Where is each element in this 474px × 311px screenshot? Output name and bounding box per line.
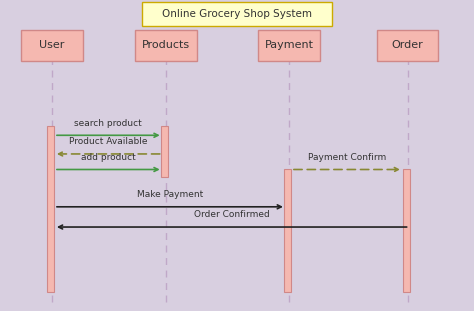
FancyBboxPatch shape	[403, 169, 410, 292]
FancyBboxPatch shape	[47, 126, 54, 292]
FancyBboxPatch shape	[377, 30, 438, 61]
Text: Payment Confirm: Payment Confirm	[308, 153, 386, 162]
Text: Payment: Payment	[264, 40, 314, 50]
Text: Order: Order	[392, 40, 423, 50]
Text: Order Confirmed: Order Confirmed	[194, 210, 270, 219]
FancyBboxPatch shape	[161, 126, 168, 177]
Text: Products: Products	[142, 40, 190, 50]
FancyBboxPatch shape	[21, 30, 83, 61]
FancyBboxPatch shape	[142, 2, 332, 26]
Text: search product: search product	[74, 118, 142, 128]
FancyBboxPatch shape	[135, 30, 197, 61]
FancyBboxPatch shape	[258, 30, 320, 61]
Text: Make Payment: Make Payment	[137, 190, 203, 199]
Text: User: User	[39, 40, 65, 50]
Text: add product: add product	[81, 153, 136, 162]
Text: Online Grocery Shop System: Online Grocery Shop System	[162, 9, 312, 19]
Text: Product Available: Product Available	[69, 137, 147, 146]
FancyBboxPatch shape	[284, 169, 291, 292]
